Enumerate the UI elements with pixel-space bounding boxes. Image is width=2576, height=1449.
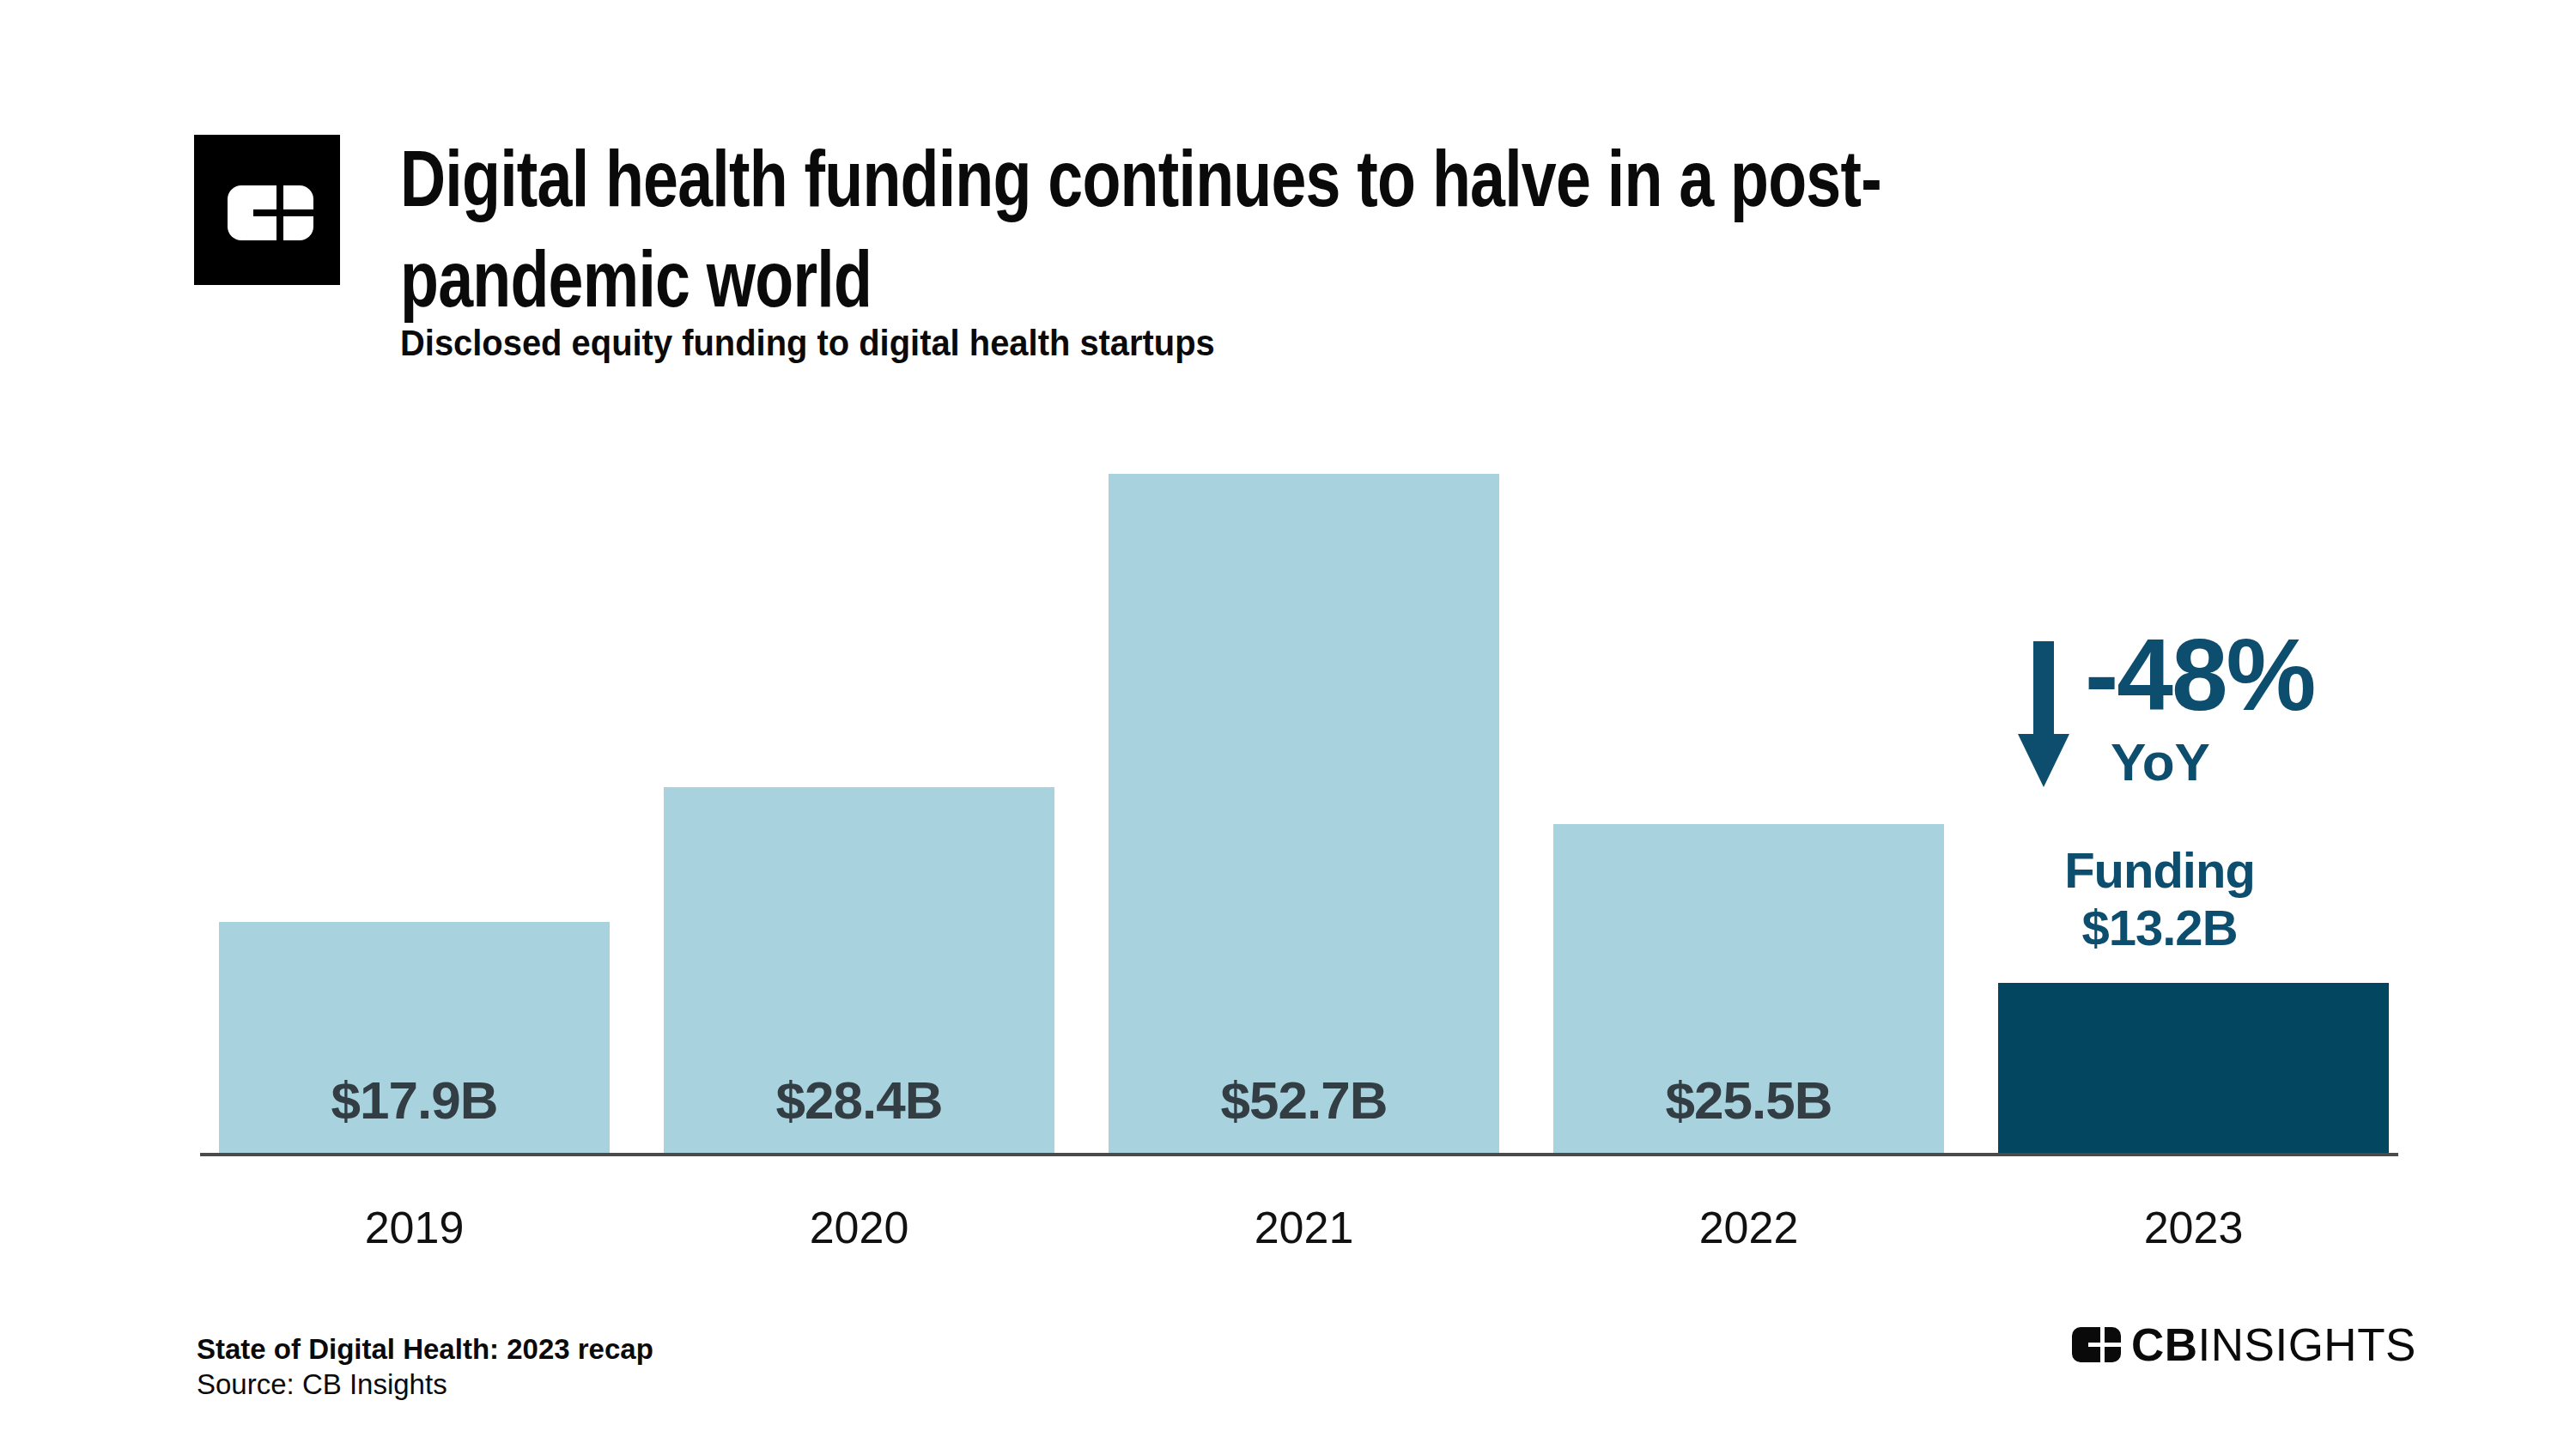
down-arrow-icon	[2018, 641, 2069, 787]
bars-container: $17.9B $28.4B $52.7B $25.5B	[219, 474, 2389, 1153]
cb-insights-logo-icon	[194, 135, 340, 285]
funding-callout-label: Funding	[1988, 841, 2331, 899]
x-axis-label-2019: 2019	[219, 1202, 610, 1253]
brand-wordmark-insights: INSIGHTS	[2198, 1319, 2416, 1370]
footer-report-title: State of Digital Health: 2023 recap	[197, 1331, 653, 1367]
page-title-line-1: Digital health funding continues to halv…	[400, 129, 2186, 229]
cb-insights-mark-icon	[2072, 1327, 2121, 1362]
yoy-change-value: -48%	[2085, 616, 2314, 733]
bar-2020: $28.4B	[664, 787, 1054, 1153]
bar-2019: $17.9B	[219, 922, 610, 1153]
funding-callout: Funding $13.2B	[1988, 841, 2331, 956]
bar-value-label-2022: $25.5B	[1553, 1070, 1944, 1131]
footer-attribution: State of Digital Health: 2023 recap Sour…	[197, 1331, 653, 1402]
yoy-change-period: YoY	[2111, 731, 2210, 792]
page-subtitle: Disclosed equity funding to digital heal…	[400, 323, 1215, 364]
bar-2022: $25.5B	[1553, 824, 1944, 1153]
infographic-page: Digital health funding continues to halv…	[0, 0, 2576, 1449]
funding-callout-value: $13.2B	[1988, 899, 2331, 956]
bar-2021: $52.7B	[1109, 474, 1499, 1153]
x-axis-label-2021: 2021	[1109, 1202, 1499, 1253]
bar-value-label-2021: $52.7B	[1109, 1070, 1499, 1131]
cb-insights-brand-logo: CBINSIGHTS	[2072, 1324, 2416, 1365]
page-title-line-2: pandemic world	[400, 229, 2186, 330]
x-axis-label-2020: 2020	[664, 1202, 1054, 1253]
brand-wordmark: CBINSIGHTS	[2131, 1319, 2416, 1371]
bar-2023	[1998, 983, 2389, 1153]
x-axis-label-2023: 2023	[1998, 1202, 2389, 1253]
x-axis-label-2022: 2022	[1553, 1202, 1944, 1253]
x-axis-line	[200, 1153, 2398, 1156]
x-axis-labels: 2019 2020 2021 2022 2023	[219, 1202, 2389, 1253]
bar-value-label-2020: $28.4B	[664, 1070, 1054, 1131]
bar-value-label-2019: $17.9B	[219, 1070, 610, 1131]
footer-source: Source: CB Insights	[197, 1367, 653, 1402]
brand-wordmark-cb: CB	[2131, 1319, 2198, 1370]
page-title: Digital health funding continues to halv…	[400, 129, 2186, 330]
